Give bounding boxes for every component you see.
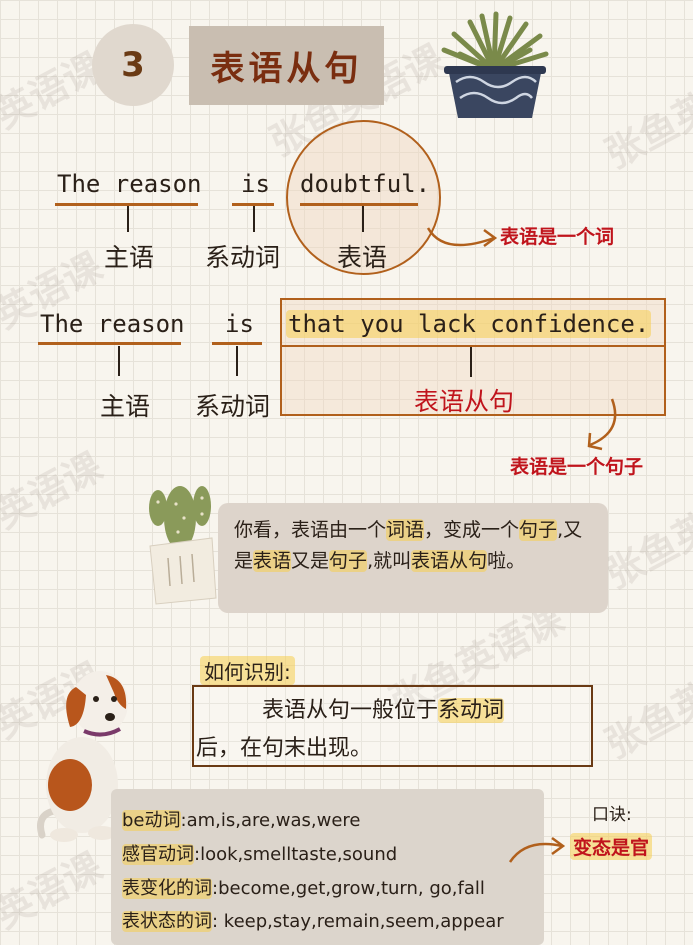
explanation-highlight: 句子 [329, 550, 368, 572]
s1-verb-underline [232, 203, 274, 206]
s1-predicative-circle [286, 120, 441, 275]
identify-line1: 表语从句一般位于系动词 [262, 692, 505, 724]
explanation-part: 又是 [291, 550, 330, 572]
watermark: 英语课 [0, 844, 110, 937]
explanation-text: 你看，表语由一个词语，变成一个句子,又是表语又是句子,就叫表语从句啦。 [234, 515, 599, 577]
identify-box [192, 685, 593, 767]
arrow-right-icon [508, 836, 566, 863]
s1-predicative-connector [362, 206, 364, 232]
arrow-down-icon [587, 398, 617, 451]
verb-category: 感官动词 [122, 844, 194, 865]
section-number: 3 [92, 24, 174, 106]
section-title: 表语从句 [189, 26, 384, 105]
s2-subject: The reason [40, 310, 185, 338]
s2-verb-connector [236, 346, 238, 376]
verb-examples: :become,get,grow,turn, go,fall [212, 878, 485, 899]
identify-line2: 后，在句末出现。 [196, 736, 373, 761]
verb-list-item: 表变化的词:become,get,grow,turn, go,fall [122, 874, 485, 900]
watermark: 张鱼英 [597, 84, 693, 177]
watermark: 张鱼英 [597, 674, 693, 767]
s2-label-subject: 主语 [100, 392, 151, 421]
s1-subject-connector [127, 206, 129, 232]
verb-list-item: 感官动词:look,smelltaste,sound [122, 840, 397, 866]
s2-note: 表语是一个句子 [510, 456, 644, 478]
explanation-highlight: 表语 [253, 550, 292, 572]
s1-label-subject: 主语 [104, 243, 155, 272]
s1-verb-connector [253, 206, 255, 232]
verb-examples: : keep,stay,remain,seem,appear [212, 911, 504, 932]
s2-clause-divider [281, 345, 665, 347]
identify-highlight: 系动词 [438, 698, 505, 723]
s2-clause: that you lack confidence. [286, 310, 652, 338]
potted-plant-icon [441, 11, 549, 118]
explanation-part: 你看，表语由一个 [234, 519, 387, 541]
s1-verb: is [241, 170, 270, 198]
s2-subject-connector [118, 346, 120, 376]
cactus-pot-icon [149, 486, 217, 605]
verb-examples: :am,is,are,was,were [180, 810, 361, 831]
mnemonic-text: 变态是官 [570, 833, 653, 860]
s2-verb-underline [212, 342, 262, 345]
explanation-highlight: 词语 [386, 519, 425, 541]
explanation-part: ，变成一个 [424, 519, 520, 541]
mnemonic-heading: 口诀: [592, 805, 632, 825]
arrow-right-icon [426, 227, 498, 248]
identify-heading: 如何识别: [200, 656, 295, 685]
s1-note: 表语是一个词 [500, 226, 615, 248]
verb-category: 表状态的词 [122, 911, 212, 932]
s2-label-verb: 系动词 [195, 392, 271, 421]
explanation-highlight: 表语从句 [411, 550, 488, 572]
s1-label-verb: 系动词 [205, 243, 281, 272]
s1-predicative: doubtful. [300, 170, 431, 198]
explanation-part: ,就叫 [367, 550, 412, 572]
watermark: 英语课 [0, 444, 110, 537]
verb-examples: :look,smelltaste,sound [194, 844, 398, 865]
s2-clause-connector [470, 347, 472, 377]
verb-category: 表变化的词 [122, 878, 212, 899]
explanation-part: ,又是 [234, 519, 583, 572]
verb-category: be动词 [122, 810, 181, 831]
explanation-part: 啦。 [487, 550, 526, 572]
s1-label-predicative: 表语 [337, 243, 388, 272]
s2-label-clause: 表语从句 [414, 387, 515, 416]
s1-predicative-underline [300, 203, 418, 206]
verb-list-item: 表状态的词: keep,stay,remain,seem,appear [122, 907, 504, 933]
s2-verb: is [225, 310, 254, 338]
explanation-highlight: 句子 [519, 519, 558, 541]
watermark: 张鱼英 [597, 504, 693, 597]
s2-subject-underline [38, 342, 181, 345]
s1-subject-underline [55, 203, 198, 206]
verb-list-item: be动词:am,is,are,was,were [122, 806, 361, 832]
dog-icon [37, 671, 128, 842]
identify-text: 表语从句一般位于 [262, 698, 439, 723]
s1-subject: The reason [57, 170, 202, 198]
